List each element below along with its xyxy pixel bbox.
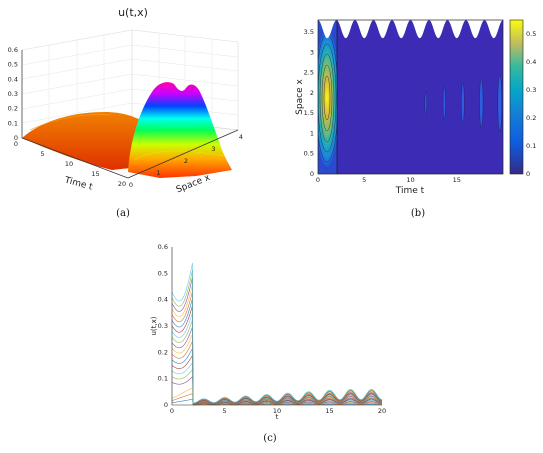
panel-a-z-tick: 0.1 — [8, 119, 18, 127]
panel-c-y-tick: 0.5 — [158, 269, 168, 277]
panel-b: 0 5 10 15 0 0.5 1 1.5 2 2.5 3 3.5 Time t Space x 0… — [295, 19, 536, 219]
panel-b-colorbar-tick: 0.3 — [526, 86, 536, 94]
panel-b-boundary-region — [318, 20, 503, 39]
panel-a-z-tick: 0.3 — [8, 90, 18, 98]
panel-b-xlabel: Time t — [395, 186, 425, 196]
panel-b-plot-area — [318, 20, 503, 174]
panel-b-x-tick: 0 — [316, 176, 320, 184]
panel-a-z-tick: 0.2 — [8, 105, 18, 113]
panel-c-x-ticks: 0 5 10 15 20 — [170, 407, 386, 415]
panel-b-bump — [497, 74, 502, 132]
panel-a-t-axis — [21, 137, 129, 179]
panel-b-colorbar-ticks: 0 0.1 0.2 0.3 0.4 0.5 — [526, 30, 536, 178]
panel-a-x-tick: 2 — [184, 157, 188, 165]
panel-a-x-tick: 3 — [211, 145, 215, 153]
panel-a-x-tick: 0 — [129, 181, 133, 189]
panel-b-bump — [479, 78, 484, 128]
panel-a-title: u(t,x) — [118, 6, 148, 19]
panel-a-peak-mesh-2 — [139, 125, 215, 133]
panel-a-ylabel: Time t — [63, 175, 94, 192]
panel-b-frame — [317, 19, 504, 175]
panel-b-y-tick: 1.5 — [304, 109, 314, 117]
panel-c-y-tick: 0.2 — [158, 348, 168, 356]
panel-c-y-ticks: 0 0.1 0.2 0.3 0.4 0.5 0.6 — [158, 243, 168, 409]
panel-b-hotspot — [318, 26, 337, 170]
panel-a-t-tick: 0 — [14, 140, 18, 148]
panel-b-colorbar-tick: 0.1 — [526, 142, 536, 150]
panel-c-y-tick: 0.1 — [158, 375, 168, 383]
panel-b-colorbar-tick: 0.2 — [526, 114, 536, 122]
panel-a-t-tick: 5 — [40, 150, 44, 158]
panel-a-surface-plateau — [22, 112, 148, 170]
panel-a-x-tick: 1 — [156, 169, 160, 177]
panel-b-boundary-scallops — [318, 20, 503, 39]
panel-b-y-tick: 2 — [310, 89, 314, 97]
panel-c-ylabel: u(t,x) — [150, 316, 158, 335]
panel-c-y-tick: 0.4 — [158, 296, 168, 304]
panel-c-xlabel: t — [276, 413, 279, 421]
panel-b-x-tick: 10 — [406, 176, 414, 184]
panel-a-z-tick: 0.5 — [8, 61, 18, 69]
panel-a-z-tick: 0.6 — [8, 46, 18, 54]
panel-b-colorbar-tick: 0 — [526, 170, 530, 178]
panel-c-x-tick: 20 — [378, 407, 386, 415]
panel-b-y-tick: 0 — [310, 170, 314, 178]
panel-c-y-tick: 0 — [164, 401, 168, 409]
panel-c-x-tick: 0 — [170, 407, 174, 415]
panel-a-surface-peak — [128, 82, 232, 178]
panel-a-t-tick: 10 — [65, 160, 73, 168]
panel-a: u(t,x) 0 0.1 0.2 0.3 0.4 0.5 0.6 0 5 10 15 20 0 1 2 3… — [8, 6, 243, 219]
panel-c-series-line — [171, 262, 383, 404]
panel-b-bump — [442, 86, 446, 120]
panel-c-x-tick: 10 — [273, 407, 281, 415]
panel-a-t-ticks: 0 5 10 15 20 — [14, 140, 126, 188]
panel-c-y-tick: 0.6 — [158, 243, 168, 251]
panel-b-y-tick: 2.5 — [304, 69, 314, 77]
panel-a-t-tick: 20 — [118, 180, 126, 188]
panel-b-y-ticks: 0 0.5 1 1.5 2 2.5 3 3.5 — [304, 28, 314, 178]
panel-b-colorbar — [509, 19, 524, 175]
panel-c-x-tick: 5 — [222, 407, 226, 415]
panel-b-y-tick: 3.5 — [304, 28, 314, 36]
panel-a-z-tick: 0.4 — [8, 75, 18, 83]
panel-b-bump — [424, 90, 427, 116]
panel-a-x-ticks: 0 1 2 3 4 — [129, 133, 243, 189]
panel-a-z-tick: 0 — [14, 134, 18, 142]
panel-b-bump — [461, 82, 465, 124]
panel-b-y-tick: 1 — [310, 129, 314, 137]
panel-b-colorbar-tick: 0.5 — [526, 30, 536, 38]
panel-b-bumps — [424, 74, 502, 132]
panel-a-peak-mesh — [133, 150, 225, 161]
panel-c-series — [171, 262, 383, 406]
panel-a-surface-mesh — [29, 114, 113, 131]
panel-b-ylabel: Space x — [295, 79, 305, 115]
panel-a-x-axis — [127, 129, 239, 179]
panel-a-caption: (a) — [116, 208, 130, 219]
panel-a-t-tick: 15 — [91, 170, 99, 178]
panel-c-y-tick: 0.3 — [158, 322, 168, 330]
panel-b-y-tick: 3 — [310, 48, 314, 56]
panel-b-colorbar-tick: 0.4 — [526, 58, 536, 66]
panel-b-y-tick: 0.5 — [304, 150, 314, 158]
panel-a-z-ticks: 0 0.1 0.2 0.3 0.4 0.5 0.6 — [8, 46, 18, 142]
panel-c: 0 5 10 15 20 0 0.1 0.2 0.3 0.4 0.5 0.6 t u(t,x) (c… — [150, 243, 386, 444]
panel-b-x-tick: 15 — [453, 176, 461, 184]
panel-c-caption: (c) — [263, 433, 277, 444]
panel-b-x-tick: 5 — [362, 176, 366, 184]
panel-c-plot-area — [172, 247, 382, 405]
panel-b-x-ticks: 0 5 10 15 — [316, 176, 461, 184]
panel-b-caption: (b) — [411, 208, 425, 219]
panel-a-x-tick: 4 — [239, 133, 243, 141]
panel-c-x-tick: 15 — [325, 407, 333, 415]
